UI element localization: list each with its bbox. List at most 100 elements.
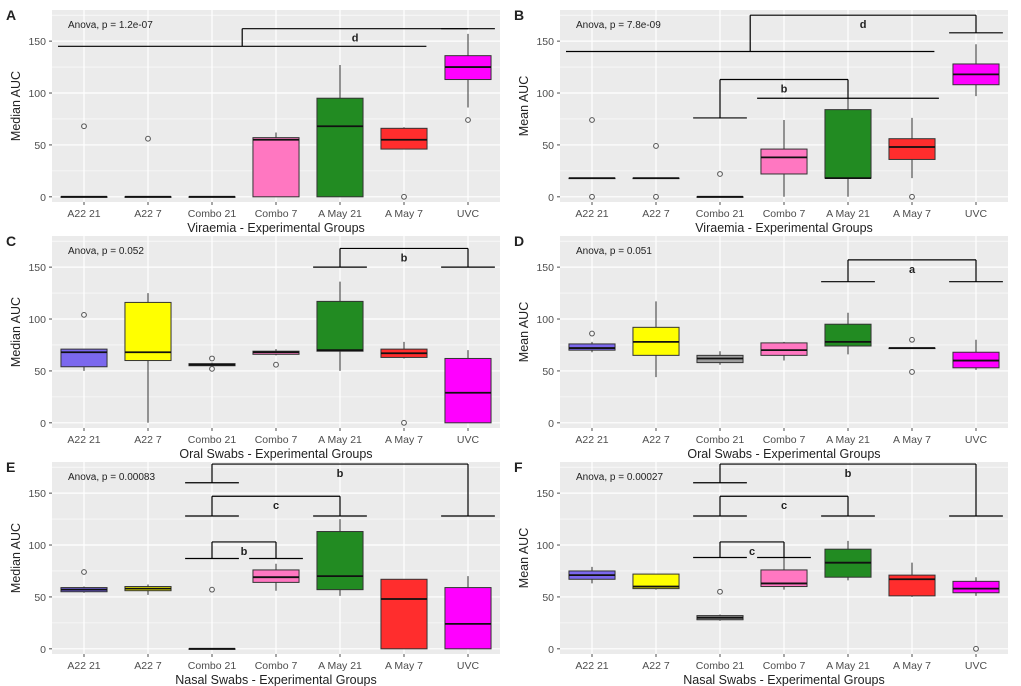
outlier-point <box>589 117 595 123</box>
box-a-may-21 <box>316 281 364 371</box>
box-a22-21 <box>60 123 108 198</box>
y-tick-label: 0 <box>548 418 554 430</box>
box-a-may-21 <box>824 540 872 581</box>
bracket-letter: c <box>781 500 787 512</box>
significance-bracket: a <box>821 259 1003 283</box>
box-a-may-7 <box>380 127 428 200</box>
x-tick-label: Combo 7 <box>763 660 806 672</box>
box-a-may-21 <box>316 519 364 596</box>
significance-bracket: c <box>693 541 811 559</box>
box-combo-21 <box>188 355 236 372</box>
outlier-point <box>717 171 723 177</box>
x-tick-label: A22 7 <box>134 208 162 220</box>
x-tick-label: A22 21 <box>67 208 100 220</box>
y-tick-label: 100 <box>536 314 554 326</box>
box-combo-7 <box>252 349 300 368</box>
outlier-point <box>273 361 279 368</box>
box-a22-7 <box>632 143 680 200</box>
box-body <box>952 580 1000 594</box>
bracket-letter: c <box>749 546 755 558</box>
x-tick-label: A May 7 <box>385 434 423 446</box>
x-tick-label: Combo 21 <box>188 208 237 220</box>
box-a22-7 <box>124 293 172 423</box>
box-body <box>316 531 364 591</box>
outlier-point <box>81 311 87 318</box>
x-tick-label: A May 21 <box>318 434 362 446</box>
box-a-may-21 <box>824 312 872 355</box>
x-tick-label: A May 21 <box>826 434 870 446</box>
box-uvc <box>444 350 492 424</box>
outlier-point <box>145 135 151 142</box>
x-tick-label: Combo 21 <box>696 660 745 672</box>
significance-bracket: b <box>313 247 495 268</box>
x-tick-label: A May 7 <box>893 660 931 672</box>
outlier-point <box>909 369 915 375</box>
x-tick-label: A22 7 <box>134 434 162 446</box>
y-tick-label: 150 <box>28 36 46 48</box>
bracket-letter: b <box>401 252 408 264</box>
box-a22-7 <box>124 584 172 595</box>
outlier-point <box>81 123 87 130</box>
x-tick-label: Combo 21 <box>696 434 745 446</box>
x-tick-label: A May 7 <box>385 208 423 220</box>
x-tick-label: A May 21 <box>318 660 362 672</box>
x-tick-label: A May 21 <box>318 208 362 220</box>
x-axis-title: Viraemia - Experimental Groups <box>187 221 365 235</box>
box-a-may-7 <box>380 578 428 650</box>
anova-label: Anova, p = 0.00027 <box>576 472 663 483</box>
box-body <box>316 97 364 198</box>
box-uvc <box>952 339 1000 370</box>
outlier-point <box>717 588 723 595</box>
box-a-may-21 <box>316 65 364 198</box>
box-body <box>380 578 428 650</box>
y-tick-label: 50 <box>542 592 554 604</box>
x-tick-label: UVC <box>965 434 988 446</box>
significance-bracket: b <box>185 541 303 560</box>
box-a22-21 <box>60 311 108 371</box>
panel-A: 0 50 100 150 A22 21 A22 7 Combo 21 Combo 7 A May… <box>6 7 500 235</box>
x-tick-label: A22 21 <box>67 660 100 672</box>
bracket-letter: a <box>909 264 916 276</box>
bracket-letter: b <box>241 546 248 558</box>
panel-letter: E <box>6 459 15 475</box>
y-axis-title: Mean AUC <box>517 302 531 362</box>
box-body <box>252 137 300 198</box>
box-body <box>60 348 108 368</box>
box-combo-21 <box>696 351 744 365</box>
x-tick-label: UVC <box>965 208 988 220</box>
box-body <box>760 148 808 175</box>
x-tick-label: A22 7 <box>134 660 162 672</box>
outlier-point <box>653 193 659 200</box>
y-tick-label: 100 <box>28 540 46 552</box>
box-combo-7 <box>760 120 808 197</box>
box-body <box>760 342 808 356</box>
box-a-may-7 <box>888 336 936 375</box>
box-uvc <box>444 33 492 123</box>
x-tick-label: A May 21 <box>826 208 870 220</box>
y-tick-label: 50 <box>34 140 46 152</box>
box-a22-21 <box>568 566 616 584</box>
bracket-letter: b <box>845 468 852 480</box>
box-body <box>252 569 300 583</box>
box-body <box>824 323 872 347</box>
x-tick-label: A May 7 <box>385 660 423 672</box>
outlier-point <box>465 117 471 123</box>
y-tick-label: 0 <box>40 192 46 204</box>
box-body <box>380 127 428 150</box>
box-combo-7 <box>252 563 300 591</box>
y-tick-label: 50 <box>34 592 46 604</box>
y-tick-label: 150 <box>536 488 554 500</box>
outlier-point <box>81 569 87 575</box>
outlier-point <box>401 193 407 200</box>
anova-label: Anova, p = 0.051 <box>576 246 652 257</box>
box-uvc <box>952 577 1000 652</box>
x-tick-label: A22 21 <box>575 434 608 446</box>
outlier-point <box>653 143 659 149</box>
panel-F: 0 50 100 150 A22 21 A22 7 Combo 21 Combo 7 A May… <box>514 459 1008 686</box>
box-uvc <box>444 576 492 650</box>
x-tick-label: UVC <box>457 660 480 672</box>
box-body <box>568 343 616 351</box>
box-combo-7 <box>252 132 300 198</box>
anova-label: Anova, p = 7.8e-09 <box>576 20 661 31</box>
